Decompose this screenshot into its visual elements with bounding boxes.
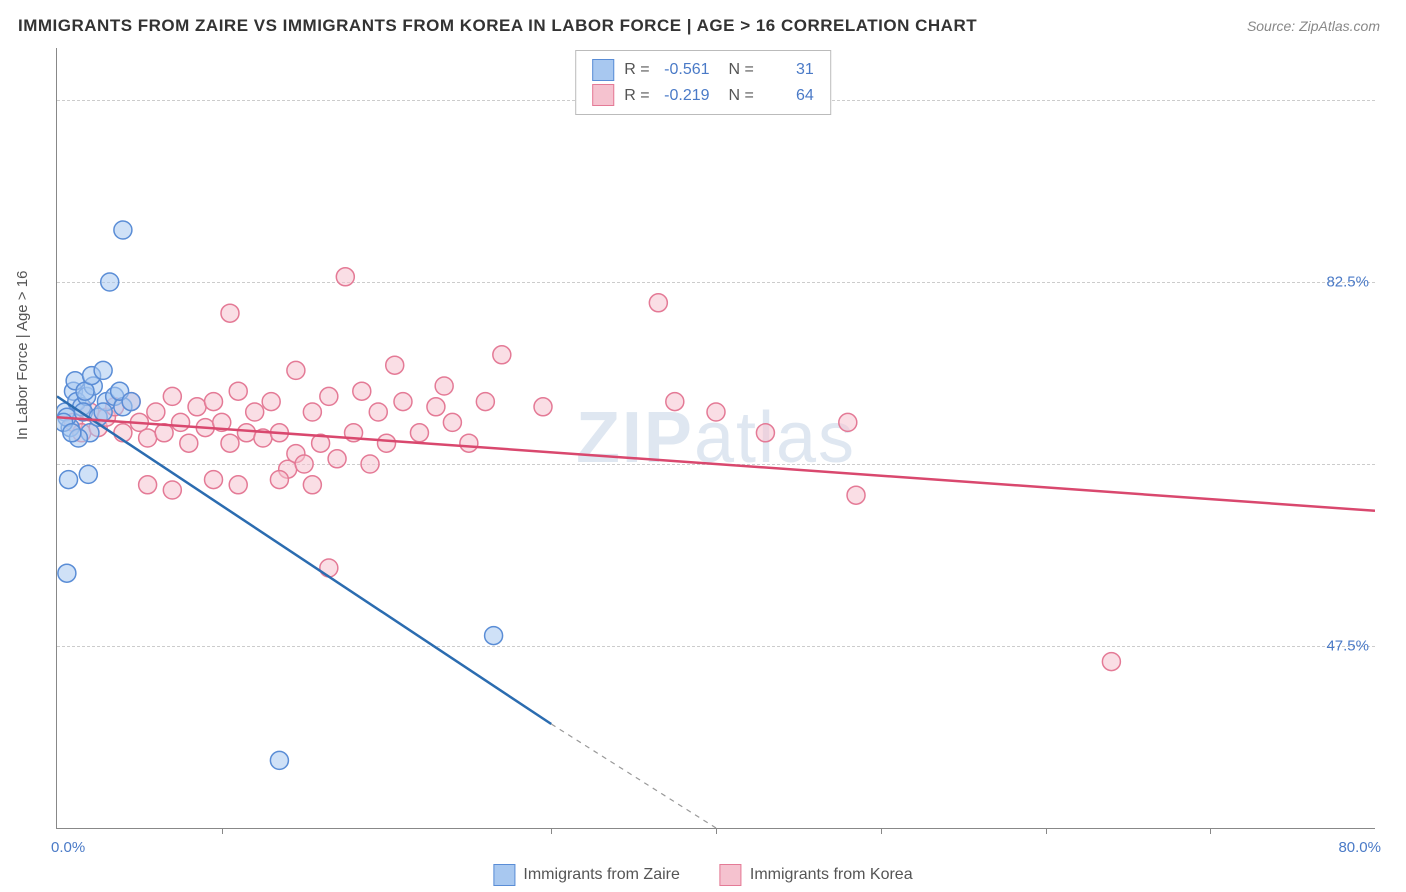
- data-point: [229, 382, 247, 400]
- data-point: [270, 471, 288, 489]
- correlation-legend: R = -0.561 N = 31 R = -0.219 N = 64: [575, 50, 831, 115]
- data-point: [205, 393, 223, 411]
- legend-label-zaire: Immigrants from Zaire: [523, 866, 679, 884]
- data-point: [394, 393, 412, 411]
- swatch-zaire: [592, 59, 614, 81]
- legend-label-korea: Immigrants from Korea: [750, 866, 913, 884]
- regression-line: [57, 417, 1375, 511]
- r-label: R =: [624, 83, 649, 109]
- source-attribution: Source: ZipAtlas.com: [1247, 18, 1380, 34]
- data-point: [435, 377, 453, 395]
- legend-item-korea: Immigrants from Korea: [720, 864, 913, 886]
- x-tick-label: 0.0%: [51, 839, 85, 856]
- data-point: [320, 387, 338, 405]
- data-point: [221, 434, 239, 452]
- data-point: [361, 455, 379, 473]
- data-point: [188, 398, 206, 416]
- data-point: [303, 476, 321, 494]
- data-point: [485, 627, 503, 645]
- data-point: [336, 268, 354, 286]
- data-point: [246, 403, 264, 421]
- data-point: [172, 413, 190, 431]
- legend-row-zaire: R = -0.561 N = 31: [592, 57, 814, 83]
- data-point: [58, 564, 76, 582]
- data-point: [427, 398, 445, 416]
- r-value-zaire: -0.561: [660, 57, 710, 83]
- data-point: [386, 356, 404, 374]
- data-point: [353, 382, 371, 400]
- scatter-plot-svg: [57, 48, 1375, 828]
- swatch-korea-icon: [720, 864, 742, 886]
- data-point: [378, 434, 396, 452]
- data-point: [493, 346, 511, 364]
- data-point: [122, 393, 140, 411]
- data-point: [114, 221, 132, 239]
- data-point: [666, 393, 684, 411]
- data-point: [94, 403, 112, 421]
- data-point: [163, 481, 181, 499]
- swatch-zaire-icon: [493, 864, 515, 886]
- data-point: [79, 465, 97, 483]
- chart-title: IMMIGRANTS FROM ZAIRE VS IMMIGRANTS FROM…: [18, 16, 977, 36]
- legend-item-zaire: Immigrants from Zaire: [493, 864, 679, 886]
- data-point: [460, 434, 478, 452]
- r-value-korea: -0.219: [660, 83, 710, 109]
- data-point: [221, 304, 239, 322]
- data-point: [303, 403, 321, 421]
- n-label: N =: [720, 83, 754, 109]
- data-point: [847, 486, 865, 504]
- swatch-korea: [592, 84, 614, 106]
- data-point: [443, 413, 461, 431]
- data-point: [101, 273, 119, 291]
- data-point: [328, 450, 346, 468]
- data-point: [476, 393, 494, 411]
- n-label: N =: [720, 57, 754, 83]
- data-point: [707, 403, 725, 421]
- data-point: [287, 361, 305, 379]
- data-point: [756, 424, 774, 442]
- data-point: [1102, 653, 1120, 671]
- data-point: [63, 424, 81, 442]
- chart-plot-area: ZIPatlas 47.5%82.5%0.0%80.0%: [56, 48, 1375, 829]
- data-point: [839, 413, 857, 431]
- data-point: [163, 387, 181, 405]
- data-point: [649, 294, 667, 312]
- data-point: [270, 751, 288, 769]
- data-point: [139, 476, 157, 494]
- data-point: [534, 398, 552, 416]
- data-point: [60, 471, 78, 489]
- data-point: [237, 424, 255, 442]
- data-point: [320, 559, 338, 577]
- data-point: [205, 471, 223, 489]
- x-tick-label: 80.0%: [1338, 839, 1381, 856]
- data-point: [295, 455, 313, 473]
- y-axis-label: In Labor Force | Age > 16: [14, 271, 31, 440]
- data-point: [369, 403, 387, 421]
- r-label: R =: [624, 57, 649, 83]
- series-legend: Immigrants from Zaire Immigrants from Ko…: [493, 864, 912, 886]
- regression-line-extrapolated: [551, 724, 716, 828]
- data-point: [262, 393, 280, 411]
- data-point: [147, 403, 165, 421]
- data-point: [229, 476, 247, 494]
- data-point: [139, 429, 157, 447]
- data-point: [180, 434, 198, 452]
- n-value-zaire: 31: [764, 57, 814, 83]
- data-point: [410, 424, 428, 442]
- n-value-korea: 64: [764, 83, 814, 109]
- legend-row-korea: R = -0.219 N = 64: [592, 83, 814, 109]
- data-point: [94, 361, 112, 379]
